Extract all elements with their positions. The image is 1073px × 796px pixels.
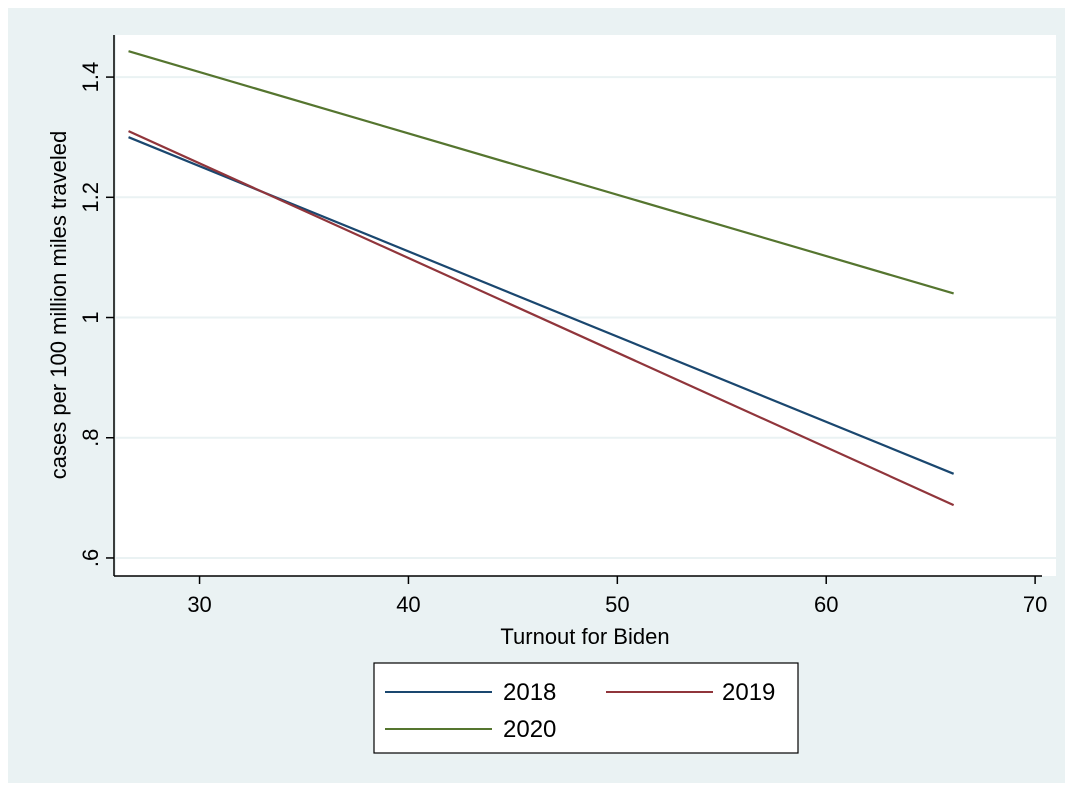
legend-label-2020: 2020 bbox=[503, 716, 556, 743]
legend-label-2018: 2018 bbox=[503, 679, 556, 706]
legend-label-2019: 2019 bbox=[722, 679, 775, 706]
legend: 2018 2019 2020 bbox=[373, 662, 799, 754]
y-tick-label: 1.2 bbox=[78, 182, 103, 213]
legend-box bbox=[373, 662, 799, 754]
plot-area bbox=[116, 35, 1056, 576]
y-axis-title: cases per 100 million miles traveled bbox=[46, 131, 71, 480]
series-line-2020 bbox=[128, 50, 954, 295]
x-tick-label: 30 bbox=[187, 592, 211, 617]
x-tick-label: 60 bbox=[814, 592, 838, 617]
x-tick-label: 40 bbox=[396, 592, 420, 617]
y-tick-label: .6 bbox=[78, 549, 103, 567]
y-tick-label: .8 bbox=[78, 429, 103, 447]
y-tick-label: 1 bbox=[78, 311, 103, 323]
axes bbox=[113, 35, 1042, 577]
series-lines bbox=[128, 50, 955, 507]
ticks: .6 .8 1 1.2 1.4 30 40 50 60 70 bbox=[78, 62, 1047, 617]
series-line-2019 bbox=[128, 130, 955, 507]
x-tick-label: 70 bbox=[1023, 592, 1047, 617]
y-tick-label: 1.4 bbox=[78, 62, 103, 93]
x-axis-title: Turnout for Biden bbox=[500, 624, 669, 649]
x-tick-label: 50 bbox=[605, 592, 629, 617]
